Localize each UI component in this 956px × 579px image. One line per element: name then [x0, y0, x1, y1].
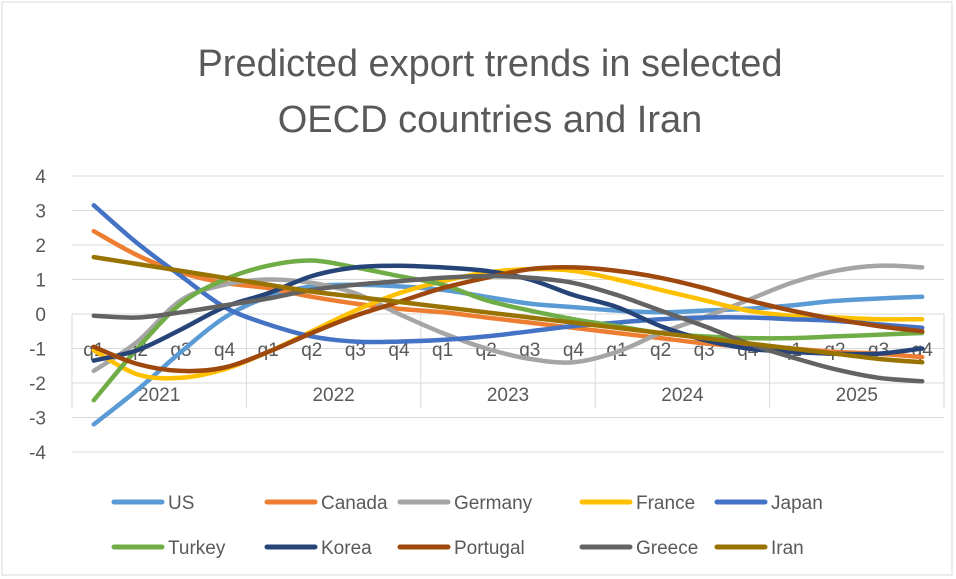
y-tick-label: 2 — [35, 236, 46, 257]
y-tick-label: -2 — [29, 374, 46, 395]
y-tick-label: -1 — [29, 340, 46, 361]
y-tick-label: -4 — [29, 443, 46, 464]
y-tick-label: 1 — [35, 271, 46, 292]
x-tick-label-quarter: q1 — [432, 340, 453, 361]
y-tick-label: 0 — [35, 305, 46, 326]
series-line-greece — [91, 273, 925, 384]
x-tick-label-year: 2025 — [836, 385, 878, 406]
y-tick-label: 3 — [35, 202, 46, 223]
x-tick-label-quarter: q4 — [388, 340, 410, 361]
series-lines — [91, 203, 925, 427]
legend-label-canada: Canada — [321, 493, 388, 514]
series-line-germany — [91, 263, 925, 374]
series-line-portugal — [91, 265, 925, 374]
legend-label-us: US — [168, 493, 194, 514]
x-tick-label-quarter: q3 — [345, 340, 366, 361]
x-tick-label-year: 2022 — [312, 385, 354, 406]
legend-label-korea: Korea — [321, 538, 372, 559]
x-tick-label-quarter: q2 — [650, 340, 671, 361]
legend-label-iran: Iran — [771, 538, 804, 559]
x-tick-label-quarter: q4 — [214, 340, 236, 361]
legend-label-portugal: Portugal — [454, 538, 525, 559]
chart-title-line-2: OECD countries and Iran — [278, 99, 703, 141]
x-tick-label-year: 2024 — [661, 385, 704, 406]
x-tick-label-year: 2021 — [138, 385, 180, 406]
legend-label-france: France — [636, 493, 695, 514]
series-line-us — [91, 282, 925, 427]
y-tick-label: 4 — [35, 167, 46, 188]
x-tick-label-quarter: q2 — [301, 340, 322, 361]
chart-title-line-1: Predicted export trends in selected — [197, 43, 782, 85]
legend-label-greece: Greece — [636, 538, 698, 559]
series-line-iran — [91, 254, 925, 365]
series-line-japan — [91, 203, 925, 345]
legend-label-germany: Germany — [454, 493, 533, 514]
legend-label-japan: Japan — [771, 493, 823, 514]
legend-label-turkey: Turkey — [168, 538, 226, 559]
y-tick-label: -3 — [29, 409, 46, 430]
x-tick-label-year: 2023 — [487, 385, 529, 406]
legend: US Canada Germany France Japan Turkey Korea Por… — [111, 493, 823, 559]
x-tick-label-quarter: q4 — [563, 340, 585, 361]
